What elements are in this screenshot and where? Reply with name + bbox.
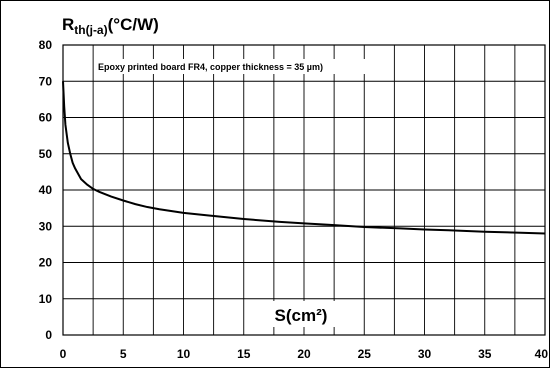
x-tick-label: 30 xyxy=(418,347,432,361)
x-tick-label: 10 xyxy=(177,347,191,361)
annotation-text: Epoxy printed board FR4, copper thicknes… xyxy=(98,62,323,72)
x-axis-label: S(cm²) xyxy=(275,306,328,325)
x-tick-label: 25 xyxy=(358,347,372,361)
x-tick-label: 5 xyxy=(120,347,127,361)
x-tick-label: 0 xyxy=(60,347,67,361)
y-tick-labels: 0 10 20 30 40 50 60 70 80 xyxy=(39,38,53,342)
grid xyxy=(63,45,545,335)
plot-border xyxy=(62,44,546,336)
y-tick-label: 70 xyxy=(39,74,53,88)
y-tick-label: 50 xyxy=(39,147,53,161)
x-tick-label: 15 xyxy=(237,347,251,361)
y-tick-label: 40 xyxy=(39,183,53,197)
y-tick-label: 20 xyxy=(39,256,53,270)
y-axis-label: Rth(j-a)(°C/W) xyxy=(62,15,159,37)
annotation-background xyxy=(94,59,370,74)
y-tick-label: 80 xyxy=(39,38,53,52)
x-tick-label: 40 xyxy=(535,347,549,361)
y-tick-label: 30 xyxy=(39,219,53,233)
x-tick-label: 35 xyxy=(478,347,492,361)
y-tick-label: 10 xyxy=(39,292,53,306)
y-tick-label: 0 xyxy=(45,328,52,342)
series-line xyxy=(62,81,546,235)
x-tick-label: 20 xyxy=(297,347,311,361)
x-tick-labels: 0 5 10 15 20 25 30 35 40 xyxy=(60,347,549,361)
y-tick-label: 60 xyxy=(39,111,53,125)
x-label-background xyxy=(266,301,336,327)
